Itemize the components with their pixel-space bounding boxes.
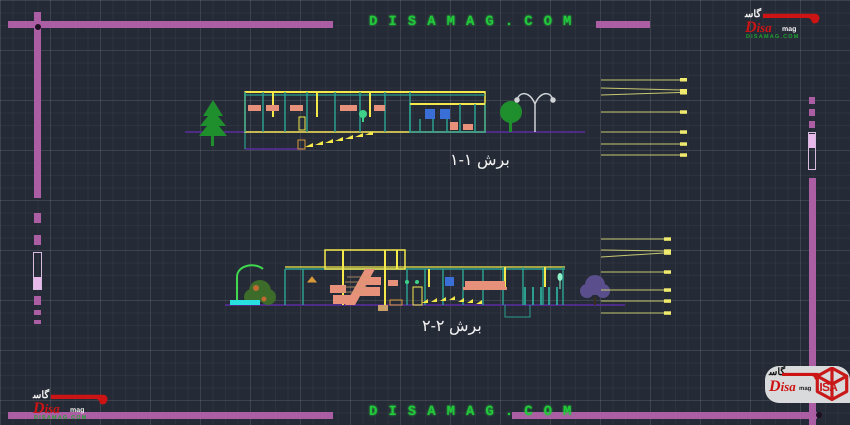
svg-text:ISA: ISA (819, 380, 837, 393)
